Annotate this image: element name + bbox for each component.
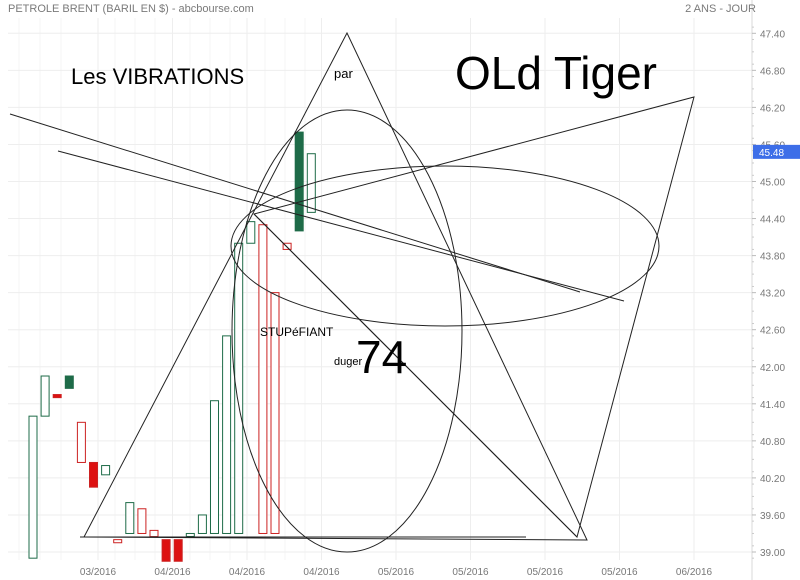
y-tick-label: 46.80 (760, 66, 785, 77)
candle (185, 532, 195, 537)
y-tick-label: 40.20 (760, 474, 785, 485)
x-tick-label: 03/2016 (80, 567, 117, 578)
big-triangle-drawing (83, 31, 588, 541)
y-tick-label: 45.00 (760, 178, 785, 189)
horizontal-gridlines (8, 32, 752, 553)
x-tick-label: 04/2016 (303, 567, 340, 578)
candle (197, 514, 207, 534)
x-tick-label: 04/2016 (229, 567, 266, 578)
annotation-stupefiant: STUPéFIANT (260, 325, 334, 339)
x-tick-label: 05/2016 (452, 567, 489, 578)
y-axis: 39.00 39.60 40.20 40.80 41.40 42.00 42.60 43.20… (751, 0, 785, 580)
y-tick-label: 44.40 (760, 215, 785, 226)
annotation-duger: duger (334, 356, 363, 368)
y-tick-label: 43.80 (760, 252, 785, 263)
candle (113, 539, 123, 544)
candle (125, 502, 135, 534)
y-tick-label: 42.00 (760, 363, 785, 374)
candle (40, 375, 50, 417)
x-tick-label: 05/2016 (601, 567, 638, 578)
candle (28, 415, 38, 559)
vertical-ellipse-drawing (231, 109, 463, 553)
candle (101, 465, 111, 476)
x-tick-label: 04/2016 (154, 567, 191, 578)
y-tick-label: 47.40 (760, 29, 785, 40)
last-price-badge: 45.48 (753, 144, 800, 159)
candle (149, 529, 159, 538)
horizontal-ellipse-drawing (230, 165, 660, 327)
candle (89, 461, 98, 488)
candle (76, 421, 86, 463)
vertical-gridlines (18, 18, 695, 560)
annotation-par: par (334, 66, 353, 81)
y-tick-label: 39.00 (760, 548, 785, 559)
x-axis: 03/2016 04/2016 04/2016 04/2016 05/2016 05/20… (80, 567, 713, 578)
candle (222, 335, 232, 534)
price-badge-label: 45.48 (759, 148, 784, 159)
annotation-vibrations: Les VIBRATIONS (71, 64, 245, 89)
candle (258, 224, 268, 534)
trend-drawings (9, 31, 695, 553)
annotation-old-tiger: OLd Tiger (455, 47, 657, 99)
chart-period: 2 ANS - JOUR (685, 3, 756, 15)
y-tick-label: 40.80 (760, 437, 785, 448)
candle (270, 292, 280, 534)
candle (246, 221, 256, 244)
candle (52, 394, 62, 399)
annotation-number: 74 (356, 331, 408, 383)
candle (282, 242, 292, 250)
x-tick-label: 06/2016 (676, 567, 713, 578)
candle (137, 508, 147, 534)
second-trendline (57, 150, 625, 302)
y-tick-label: 39.60 (760, 511, 785, 522)
candle (161, 539, 171, 562)
candle (234, 242, 244, 534)
candle (173, 539, 183, 562)
right-triangle-drawing (253, 96, 695, 538)
x-tick-label: 05/2016 (378, 567, 415, 578)
price-badge-box (753, 144, 800, 159)
y-tick-label: 46.20 (760, 103, 785, 114)
candle (294, 131, 304, 232)
y-tick-label: 43.20 (760, 289, 785, 300)
y-tick-label: 41.40 (760, 400, 785, 411)
falling-diagonal (253, 213, 578, 538)
x-tick-label: 05/2016 (527, 567, 564, 578)
candle (64, 375, 74, 389)
chart-title: PETROLE BRENT (BARIL EN $) - abcbourse.c… (8, 3, 254, 15)
y-tick-label: 42.60 (760, 326, 785, 337)
candle (210, 400, 219, 534)
long-trendline (9, 113, 581, 293)
